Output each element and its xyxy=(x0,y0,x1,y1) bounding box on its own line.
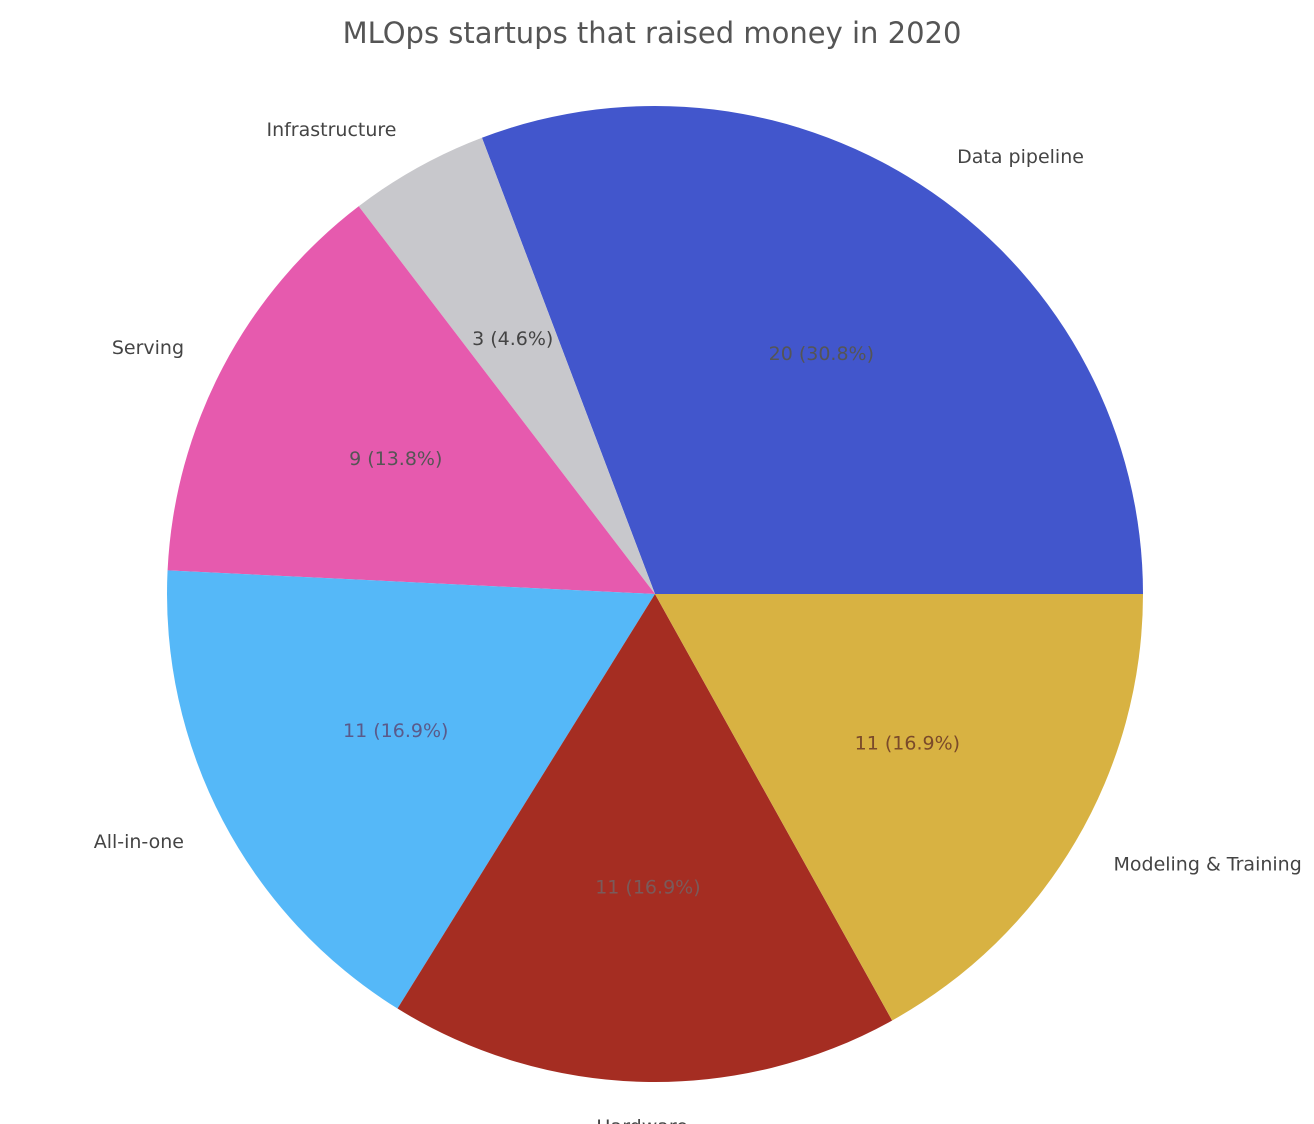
pie-slice-modeling-and-training xyxy=(655,594,1143,1021)
value-label-all-in-one: 11 (16.9%) xyxy=(343,720,448,742)
category-label-hardware: Hardware xyxy=(596,1116,688,1124)
pie-slice-data-pipeline xyxy=(481,106,1143,594)
value-label-hardware: 11 (16.9%) xyxy=(595,877,700,899)
value-label-serving: 9 (13.8%) xyxy=(349,448,442,470)
value-label-modeling-and-training: 11 (16.9%) xyxy=(855,732,960,754)
chart-title: MLOps startups that raised money in 2020 xyxy=(343,16,962,50)
pie-slices xyxy=(167,106,1143,1082)
pie-slice-hardware xyxy=(397,594,893,1082)
category-label-all-in-one: All-in-one xyxy=(94,831,184,853)
category-label-serving: Serving xyxy=(112,337,184,359)
pie-slice-serving xyxy=(167,206,655,594)
category-label-modeling-and-training: Modeling & Training xyxy=(1113,854,1301,876)
value-label-data-pipeline: 20 (30.8%) xyxy=(769,343,874,365)
category-label-infrastructure: Infrastructure xyxy=(266,119,396,141)
pie-value-labels: 20 (30.8%) 3 (4.6%) 9 (13.8%) 11 (16.9%) 11 … xyxy=(343,328,960,899)
category-label-data-pipeline: Data pipeline xyxy=(957,146,1084,168)
pie-slice-infrastructure xyxy=(358,137,655,594)
pie-category-labels: Data pipeline Infrastructure Serving All-in… xyxy=(94,119,1302,1124)
pie-slice-all-in-one xyxy=(167,570,656,1009)
value-label-infrastructure: 3 (4.6%) xyxy=(472,328,553,350)
